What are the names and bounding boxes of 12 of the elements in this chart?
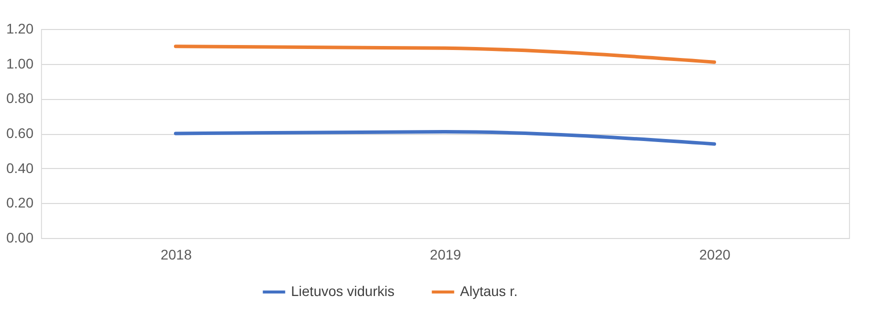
x-tick-label: 2020 (699, 246, 731, 262)
y-tick-label: 0.20 (6, 194, 34, 211)
y-tick-label: 0.80 (6, 90, 34, 106)
y-tick-label: 1.20 (6, 20, 34, 36)
x-tick-label: 2019 (430, 246, 462, 262)
legend-label: Alytaus r. (460, 283, 518, 299)
legend-label: Lietuvos vidurkis (291, 283, 394, 299)
y-tick-label: 0.00 (6, 230, 34, 246)
y-tick-label: 1.00 (6, 55, 34, 72)
x-tick-label: 2018 (160, 246, 192, 262)
y-tick-label: 0.60 (6, 125, 34, 141)
y-tick-label: 0.40 (6, 160, 34, 176)
